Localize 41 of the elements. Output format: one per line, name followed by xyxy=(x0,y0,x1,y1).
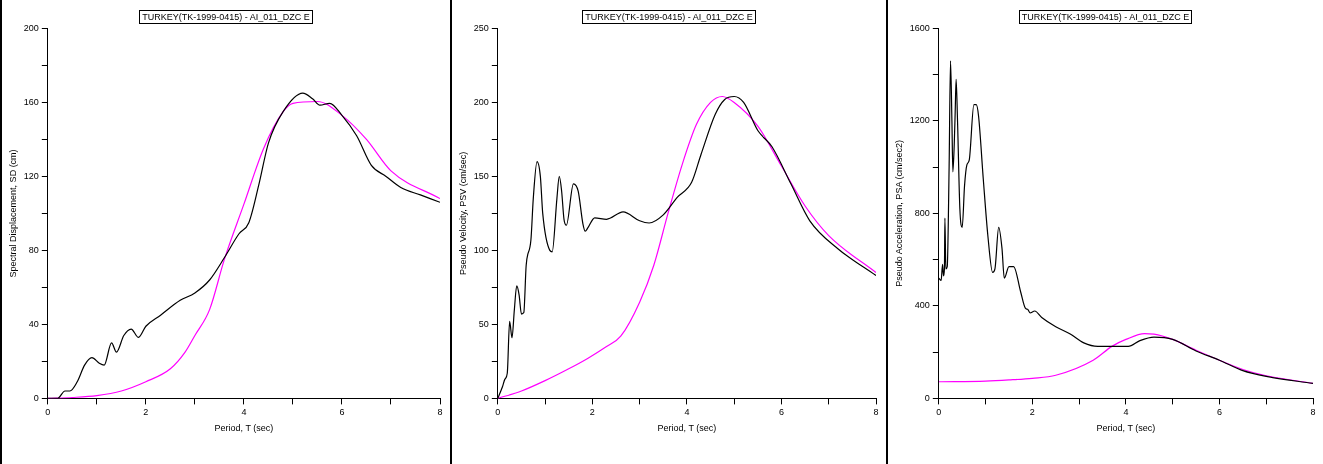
y-tick-label: 0 xyxy=(924,392,930,403)
x-axis-title: Period, T (sec) xyxy=(214,423,274,434)
x-tick-label: 2 xyxy=(143,407,149,418)
x-tick-label: 8 xyxy=(1310,407,1316,418)
y-tick-label: 120 xyxy=(23,170,39,181)
y-tick-label: 200 xyxy=(473,96,489,107)
x-tick-label: 2 xyxy=(1029,407,1035,418)
chart-title: TURKEY(TK-1999-0415) - AI_011_DZC E xyxy=(582,10,756,24)
x-tick-label: 6 xyxy=(1216,407,1222,418)
x-tick-label: 0 xyxy=(936,407,942,418)
y-tick-label: 150 xyxy=(473,170,489,181)
y-tick-label: 50 xyxy=(478,318,489,329)
y-tick-label: 200 xyxy=(23,22,39,33)
x-axis-title: Period, T (sec) xyxy=(1096,423,1156,434)
y-tick-label: 80 xyxy=(28,244,39,255)
y-axis-title: Pseudo Velocity, PSV (cm/sec) xyxy=(457,151,468,276)
y-tick-label: 250 xyxy=(473,22,489,33)
y-tick-label: 40 xyxy=(28,318,39,329)
x-tick-label: 8 xyxy=(873,407,879,418)
y-tick-label: 400 xyxy=(914,300,930,311)
x-tick-label: 4 xyxy=(684,407,690,418)
y-axis-title: Pseudo Acceleration, PSA (cm/sec2) xyxy=(893,140,904,287)
x-tick-label: 6 xyxy=(339,407,345,418)
x-tick-label: 2 xyxy=(589,407,595,418)
x-tick-label: 0 xyxy=(495,407,501,418)
y-tick-label: 0 xyxy=(483,392,489,403)
chart-title: TURKEY(TK-1999-0415) - AI_011_DZC E xyxy=(139,10,313,24)
x-tick-label: 8 xyxy=(437,407,443,418)
chart-title: TURKEY(TK-1999-0415) - AI_011_DZC E xyxy=(1018,10,1193,24)
y-tick-label: 800 xyxy=(914,207,930,218)
y-tick-label: 1200 xyxy=(909,115,930,126)
y-tick-label: 0 xyxy=(33,392,39,403)
x-axis-title: Period, T (sec) xyxy=(657,423,717,434)
x-tick-label: 6 xyxy=(778,407,784,418)
x-tick-label: 0 xyxy=(45,407,51,418)
x-tick-label: 4 xyxy=(241,407,247,418)
y-tick-label: 1600 xyxy=(909,22,930,33)
y-tick-label: 100 xyxy=(473,244,489,255)
y-axis-title: Spectral Displacement, SD (cm) xyxy=(7,149,18,278)
x-tick-label: 4 xyxy=(1123,407,1129,418)
y-tick-label: 160 xyxy=(23,96,39,107)
